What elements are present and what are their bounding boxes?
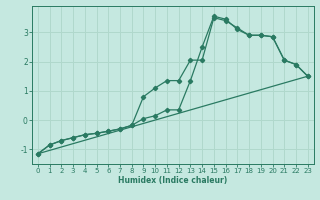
X-axis label: Humidex (Indice chaleur): Humidex (Indice chaleur) <box>118 176 228 185</box>
